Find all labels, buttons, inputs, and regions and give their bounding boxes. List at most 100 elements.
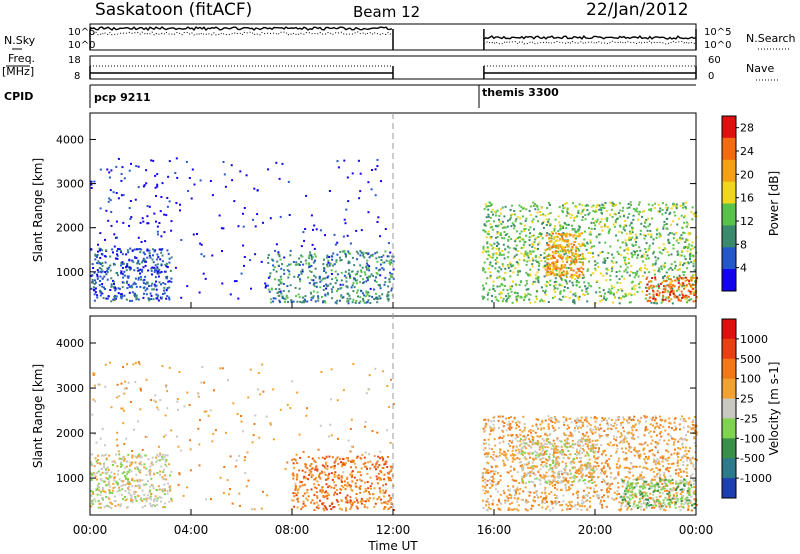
power-cell xyxy=(281,295,284,298)
power-cell xyxy=(567,223,570,226)
power-cell xyxy=(141,268,144,271)
power-cell xyxy=(611,265,614,268)
velocity-cell xyxy=(102,487,104,490)
power-cell xyxy=(537,243,540,246)
velocity-cell xyxy=(586,508,589,511)
power-cell xyxy=(368,256,371,259)
velocity-cell xyxy=(666,489,668,492)
velocity-cell xyxy=(646,467,649,470)
power-cell xyxy=(311,256,314,259)
velocity-cell xyxy=(603,479,606,482)
power-cell xyxy=(559,224,562,227)
power-cell xyxy=(690,261,693,264)
power-cell xyxy=(326,285,329,288)
power-cell xyxy=(591,245,594,248)
velocity-cell xyxy=(323,457,326,460)
power-cell xyxy=(154,249,157,252)
power-cell xyxy=(356,289,359,292)
velocity-cell xyxy=(656,473,659,476)
velocity-cell xyxy=(123,392,126,395)
power-cell xyxy=(553,227,556,230)
velocity-cell xyxy=(107,468,110,471)
power-cell xyxy=(553,273,556,276)
velocity-cell xyxy=(584,416,587,419)
power-cell xyxy=(636,250,639,253)
power-cell xyxy=(308,263,311,266)
power-cell xyxy=(283,269,285,272)
power-cell xyxy=(334,270,337,273)
power-cell xyxy=(269,217,272,220)
power-cell xyxy=(388,262,391,265)
velocity-cell xyxy=(568,417,571,420)
power-cell xyxy=(597,265,600,268)
velocity-cell xyxy=(589,416,592,419)
power-cell xyxy=(160,196,163,198)
velocity-cell xyxy=(292,499,295,502)
velocity-cell xyxy=(330,466,333,469)
power-cell xyxy=(564,295,567,298)
power-cell xyxy=(694,258,697,261)
velocity-cell xyxy=(162,458,165,460)
velocity-cell xyxy=(367,487,370,490)
power-cell xyxy=(571,245,574,248)
velocity-cell xyxy=(492,499,495,502)
power-cell xyxy=(485,236,488,239)
power-cell xyxy=(611,203,614,206)
power-cell xyxy=(631,228,634,231)
velocity-cell xyxy=(131,454,134,457)
power-cell xyxy=(562,204,564,207)
power-cell xyxy=(355,229,358,232)
power-cell xyxy=(504,226,507,229)
power-cell xyxy=(576,215,579,218)
power-cell xyxy=(547,202,550,204)
velocity-cell xyxy=(135,499,138,502)
velocity-cell xyxy=(540,427,543,430)
power-cell xyxy=(522,207,525,210)
velocity-cell xyxy=(155,461,158,464)
power-cell xyxy=(540,259,543,262)
power-cell xyxy=(282,283,285,285)
power-cell xyxy=(519,236,521,239)
power-cell xyxy=(644,220,647,223)
power-cell xyxy=(614,213,617,216)
velocity-cell xyxy=(667,450,670,453)
power-cell xyxy=(135,294,138,297)
velocity-cell xyxy=(303,492,306,495)
power-cell xyxy=(97,250,99,253)
power-cell xyxy=(668,275,670,277)
velocity-cell xyxy=(666,468,669,471)
velocity-cell xyxy=(166,492,169,495)
power-cell xyxy=(328,256,331,258)
power-cell xyxy=(489,261,492,264)
power-cell xyxy=(367,181,370,184)
velocity-cell xyxy=(351,459,354,462)
velocity-cell xyxy=(368,491,370,494)
power-cell xyxy=(544,293,547,296)
velocity-cell xyxy=(629,468,632,470)
power-cell xyxy=(550,239,553,242)
power-cell xyxy=(573,234,576,237)
power-cell xyxy=(570,242,573,245)
velocity-cell xyxy=(333,464,336,467)
power-cell xyxy=(351,301,354,304)
power-cell xyxy=(317,299,320,302)
power-cell xyxy=(586,209,589,212)
velocity-cell xyxy=(138,487,141,489)
power-cell xyxy=(334,282,337,285)
power-cell xyxy=(281,263,284,266)
velocity-cell xyxy=(618,496,621,499)
power-cell xyxy=(320,279,323,282)
power-cell xyxy=(144,259,146,262)
velocity-cell xyxy=(189,469,192,472)
power-cell xyxy=(106,271,109,274)
velocity-cell xyxy=(183,405,186,408)
velocity-cell xyxy=(662,465,665,468)
velocity-cell xyxy=(515,488,518,491)
power-cell xyxy=(369,287,372,290)
power-cell xyxy=(500,277,503,280)
velocity-cell xyxy=(588,500,591,503)
power-cell xyxy=(594,260,597,263)
velocity-cell xyxy=(375,475,378,478)
velocity-cell xyxy=(296,497,299,500)
velocity-cell xyxy=(516,439,519,442)
